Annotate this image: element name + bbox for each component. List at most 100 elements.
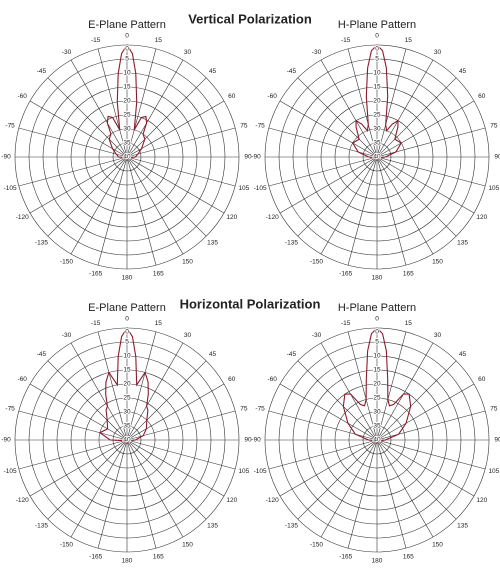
spoke bbox=[376, 410, 486, 441]
radial-tick-label: 30 bbox=[373, 126, 381, 133]
spoke bbox=[279, 100, 378, 158]
radial-tick-label: 20 bbox=[373, 98, 381, 105]
spoke bbox=[347, 331, 378, 441]
spoke bbox=[376, 439, 457, 520]
spoke bbox=[18, 127, 128, 158]
radial-tick-label: 40 bbox=[123, 437, 131, 444]
spoke bbox=[47, 360, 128, 441]
pattern-line bbox=[98, 326, 149, 444]
angle-tick-label: -120 bbox=[266, 497, 279, 504]
spoke bbox=[376, 77, 457, 158]
spoke bbox=[347, 48, 378, 158]
spoke bbox=[126, 127, 236, 158]
angle-tick-label: 45 bbox=[459, 68, 467, 75]
angle-tick-label: 30 bbox=[434, 332, 442, 339]
angle-tick-label: -75 bbox=[255, 405, 265, 412]
angle-tick-label: 150 bbox=[182, 259, 193, 266]
spoke bbox=[126, 439, 236, 470]
spoke bbox=[268, 410, 378, 441]
angle-tick-label: 30 bbox=[184, 49, 192, 56]
spoke bbox=[126, 342, 184, 441]
radial-tick-label: 35 bbox=[123, 423, 131, 430]
angle-tick-label: -105 bbox=[254, 185, 267, 192]
spoke bbox=[97, 48, 128, 158]
spoke bbox=[376, 156, 434, 255]
spoke bbox=[376, 439, 475, 497]
spoke bbox=[126, 439, 184, 538]
spoke bbox=[376, 439, 407, 549]
angle-tick-label: -45 bbox=[37, 68, 47, 75]
angle-tick-label: 180 bbox=[122, 558, 133, 565]
angle-tick-label: 135 bbox=[457, 522, 468, 529]
spoke bbox=[126, 439, 207, 520]
angle-tick-label: 15 bbox=[405, 37, 413, 44]
radial-tick-label: 10 bbox=[123, 70, 131, 77]
spoke bbox=[126, 156, 184, 255]
spoke bbox=[376, 100, 475, 158]
angle-tick-label: 165 bbox=[153, 554, 164, 561]
radial-tick-label: 40 bbox=[123, 154, 131, 161]
spoke bbox=[376, 383, 475, 441]
angle-tick-label: -30 bbox=[312, 332, 322, 339]
spoke bbox=[29, 100, 128, 158]
angle-tick-label: 75 bbox=[490, 405, 498, 412]
angle-tick-label: 15 bbox=[405, 320, 413, 327]
angle-tick-label: 90 bbox=[494, 154, 500, 161]
spoke bbox=[376, 439, 486, 470]
heading: Vertical Polarization bbox=[188, 11, 312, 26]
radial-tick-label: 15 bbox=[373, 84, 381, 91]
radial-tick-label: 10 bbox=[373, 70, 381, 77]
radial-tick-label: 40 bbox=[373, 437, 381, 444]
spoke bbox=[97, 331, 128, 441]
angle-tick-label: 90 bbox=[244, 154, 252, 161]
spoke bbox=[376, 342, 434, 441]
polar-chart: E-Plane Pattern-165-150-135-120-105-90-7… bbox=[1, 19, 252, 282]
angle-tick-label: -135 bbox=[35, 239, 48, 246]
radial-tick-label: 10 bbox=[373, 353, 381, 360]
angle-tick-label: 105 bbox=[238, 185, 249, 192]
angle-tick-label: 135 bbox=[457, 239, 468, 246]
angle-tick-label: -105 bbox=[4, 468, 17, 475]
radial-tick-label: 0 bbox=[375, 329, 379, 336]
spoke bbox=[279, 439, 378, 497]
spoke bbox=[29, 383, 128, 441]
spoke bbox=[376, 360, 457, 441]
angle-tick-label: -165 bbox=[339, 554, 352, 561]
angle-tick-label: 0 bbox=[125, 33, 129, 40]
angle-tick-label: 90 bbox=[494, 437, 500, 444]
spoke bbox=[297, 439, 378, 520]
spoke bbox=[126, 156, 157, 266]
pattern-line bbox=[351, 44, 403, 161]
angle-tick-label: 180 bbox=[122, 275, 133, 282]
spoke bbox=[126, 48, 157, 158]
angle-tick-label: -90 bbox=[1, 437, 11, 444]
angle-tick-label: 150 bbox=[432, 259, 443, 266]
angle-tick-label: 15 bbox=[155, 37, 163, 44]
radial-tick-label: 30 bbox=[123, 126, 131, 133]
angle-tick-label: 120 bbox=[476, 214, 487, 221]
angle-tick-label: -90 bbox=[1, 154, 11, 161]
spoke bbox=[297, 77, 378, 158]
polar-chart: H-Plane Pattern-165-150-135-120-105-90-7… bbox=[251, 302, 500, 565]
angle-tick-label: 165 bbox=[153, 271, 164, 278]
spoke bbox=[70, 156, 128, 255]
angle-tick-label: 0 bbox=[125, 316, 129, 323]
angle-tick-label: 60 bbox=[478, 93, 486, 100]
pattern-line bbox=[342, 327, 412, 444]
angle-tick-label: 60 bbox=[228, 376, 236, 383]
angle-tick-label: -120 bbox=[16, 214, 29, 221]
angle-tick-label: 15 bbox=[155, 320, 163, 327]
radial-tick-label: 25 bbox=[373, 112, 381, 119]
spoke bbox=[29, 156, 128, 214]
radial-tick-label: 0 bbox=[125, 46, 129, 53]
angle-tick-label: -30 bbox=[62, 332, 72, 339]
angle-tick-label: 135 bbox=[207, 239, 218, 246]
spoke bbox=[320, 59, 378, 158]
spoke bbox=[18, 439, 128, 470]
spoke bbox=[47, 156, 128, 237]
spoke bbox=[70, 439, 128, 538]
angle-tick-label: 120 bbox=[476, 497, 487, 504]
spoke bbox=[126, 156, 225, 214]
angle-tick-label: -150 bbox=[310, 542, 323, 549]
